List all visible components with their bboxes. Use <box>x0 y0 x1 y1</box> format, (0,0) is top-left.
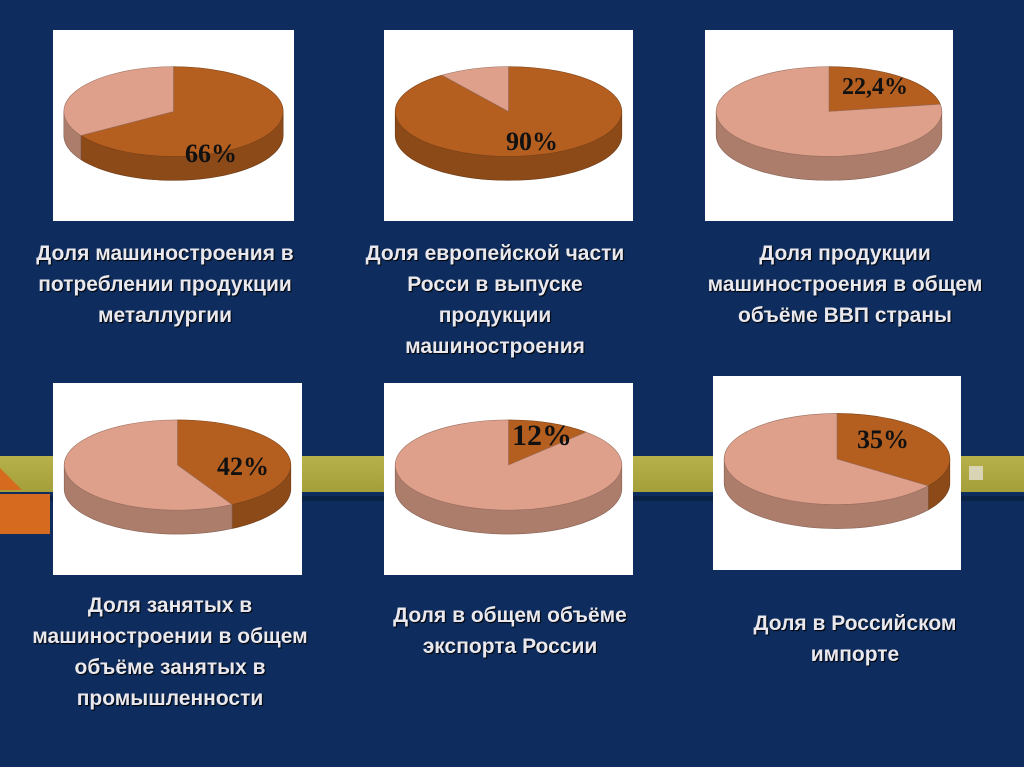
caption-3: Доля продукции машиностроения в общем об… <box>680 238 1010 331</box>
caption-1-line-3: металлургии <box>97 304 233 327</box>
pie-4-value-label: 42% <box>217 452 269 481</box>
chart-card-6: 35% <box>713 376 961 570</box>
decorative-square <box>969 466 983 480</box>
caption-3-line-3: объёме ВВП страны <box>738 304 952 327</box>
pie-2-slice-main <box>394 66 623 157</box>
chart-card-2: 90% <box>384 30 633 221</box>
pie-1-slice-rest <box>63 66 174 136</box>
pie-chart-2: 90% <box>394 66 623 181</box>
chart-card-1: 66% <box>53 30 294 221</box>
pie-3-value-label: 22,4% <box>842 74 908 100</box>
decorative-orange-tab <box>0 494 50 534</box>
pie-chart-3: 22,4% <box>715 66 943 181</box>
caption-5: Доля в общем объёме экспорта России <box>350 600 670 662</box>
caption-2-line-1: Доля европейской части <box>365 242 625 265</box>
caption-6-line-2: импорте <box>810 643 900 666</box>
pie-6-value-label: 35% <box>857 425 909 454</box>
caption-2-line-2: Росси в выпуске <box>407 273 583 296</box>
pie-5-slice-rest <box>394 419 623 511</box>
caption-3-line-1: Доля продукции <box>759 242 931 265</box>
caption-6-line-1: Доля в Российском <box>753 612 957 635</box>
chart-card-3: 22,4% <box>705 30 953 221</box>
caption-5-line-2: экспорта России <box>422 635 598 658</box>
pie-3-slice-main <box>828 66 941 112</box>
caption-4-line-1: Доля занятых в <box>87 594 253 617</box>
pie-1-slice-main <box>80 66 284 157</box>
pie-2-value-label: 90% <box>506 127 558 156</box>
pie-4-slice-main <box>177 419 292 505</box>
pie-5-value-label: 12% <box>512 419 572 452</box>
pie-chart-4: 42% <box>63 419 292 535</box>
pie-6-slice-rest <box>723 413 930 505</box>
caption-4-line-2: машиностроении в общем <box>32 625 308 648</box>
caption-2-line-4: машиностроения <box>405 335 585 358</box>
pie-5-slice-main <box>508 419 587 466</box>
decorative-triangle <box>0 468 22 490</box>
caption-6: Доля в Российском импорте <box>690 608 1020 670</box>
chart-card-5: 12% <box>384 383 633 575</box>
caption-1-line-1: Доля машиностроения в <box>36 242 294 265</box>
caption-1-line-2: потреблении продукции <box>38 273 292 296</box>
pie-3-slice-rest <box>715 66 943 157</box>
caption-4: Доля занятых в машиностроении в общем об… <box>0 590 340 714</box>
caption-4-line-3: объёме занятых в <box>74 656 266 679</box>
pie-1-value-label: 66% <box>185 139 237 168</box>
pie-4-slice-rest <box>63 419 233 511</box>
pie-2-slice-rest <box>441 66 509 113</box>
caption-2-line-3: продукции <box>438 304 552 327</box>
pie-6-slice-main <box>836 413 951 487</box>
caption-2: Доля европейской части Росси в выпуске п… <box>340 238 650 362</box>
pie-chart-6: 35% <box>723 413 951 529</box>
caption-5-line-1: Доля в общем объёме <box>393 604 627 627</box>
chart-card-4: 42% <box>53 383 302 575</box>
pie-chart-1: 66% <box>63 66 284 181</box>
caption-4-line-4: промышленности <box>76 687 264 710</box>
caption-3-line-2: машиностроения в общем <box>707 273 983 296</box>
caption-1: Доля машиностроения в потреблении продук… <box>0 238 330 331</box>
pie-chart-5: 12% <box>394 419 623 535</box>
